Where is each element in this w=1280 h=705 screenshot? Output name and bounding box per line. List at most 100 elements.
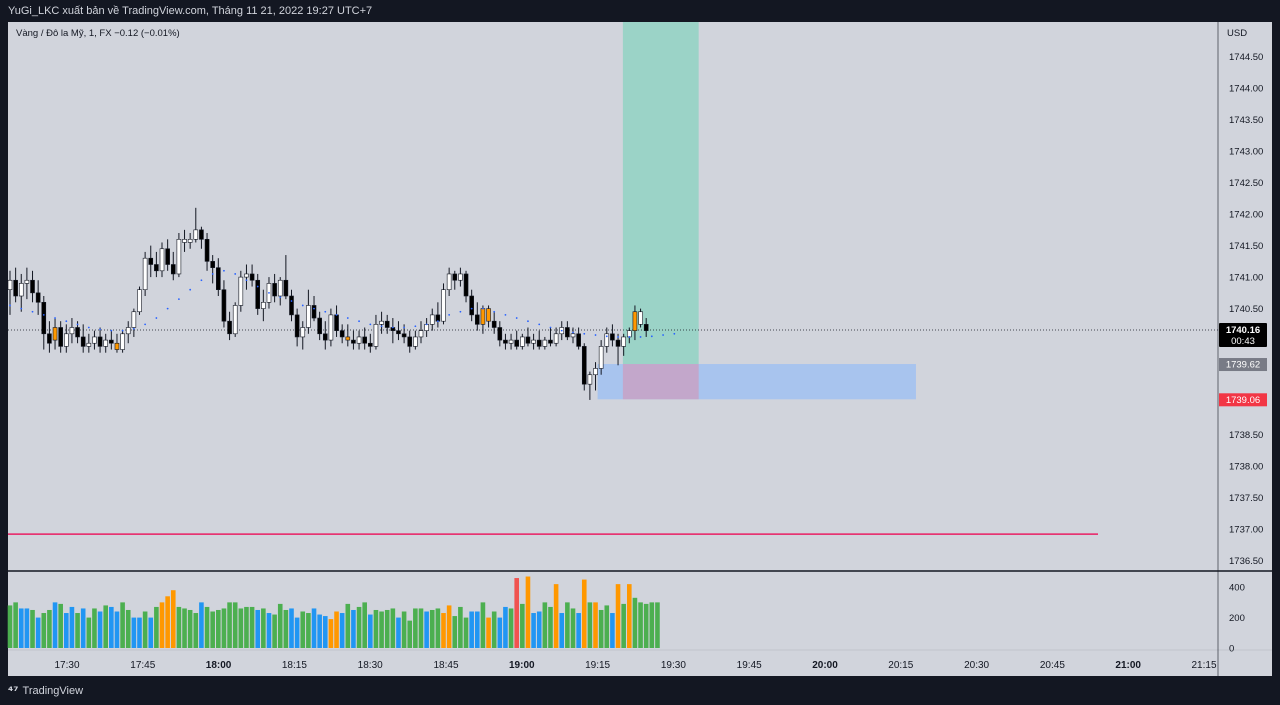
candle[interactable] <box>424 324 429 331</box>
volume-bar[interactable] <box>328 619 334 648</box>
candle[interactable] <box>193 229 199 240</box>
candle[interactable] <box>170 264 176 275</box>
candle[interactable] <box>334 314 339 331</box>
volume-bar[interactable] <box>142 611 148 649</box>
volume-bar[interactable] <box>154 606 159 648</box>
candle[interactable] <box>103 339 109 347</box>
volume-bar[interactable] <box>97 611 103 649</box>
candle[interactable] <box>553 333 559 344</box>
candle[interactable] <box>13 279 18 297</box>
volume-bar[interactable] <box>92 608 97 648</box>
candle[interactable] <box>261 301 266 309</box>
candle[interactable] <box>435 314 441 322</box>
volume-bar[interactable] <box>103 605 109 648</box>
volume-bar[interactable] <box>384 609 390 648</box>
volume-bar[interactable] <box>221 608 227 648</box>
volume-bar[interactable] <box>311 608 317 648</box>
candle[interactable] <box>469 295 474 316</box>
volume-bar[interactable] <box>249 606 255 648</box>
candle[interactable] <box>373 324 379 347</box>
candle[interactable] <box>581 346 587 385</box>
candle[interactable] <box>536 339 542 347</box>
volume-bar[interactable] <box>266 613 272 648</box>
volume-bar[interactable] <box>272 614 277 648</box>
volume-bar[interactable] <box>165 596 170 648</box>
candle[interactable] <box>520 336 525 347</box>
volume-bar[interactable] <box>480 602 486 648</box>
volume-bar[interactable] <box>351 609 356 648</box>
volume-bar[interactable] <box>47 609 52 648</box>
volume-bar[interactable] <box>24 608 30 648</box>
candle[interactable] <box>131 311 137 328</box>
volume-bar[interactable] <box>283 609 289 648</box>
volume-bar[interactable] <box>424 611 429 649</box>
candle[interactable] <box>47 333 52 344</box>
volume-bar[interactable] <box>581 579 587 648</box>
candle[interactable] <box>159 248 165 272</box>
candle[interactable] <box>587 374 593 385</box>
candle[interactable] <box>300 327 306 338</box>
candle[interactable] <box>503 339 508 344</box>
volume-bar[interactable] <box>137 617 142 648</box>
candle[interactable] <box>525 336 531 344</box>
candle[interactable] <box>255 279 261 309</box>
candle[interactable] <box>548 339 553 344</box>
volume-bar[interactable] <box>261 608 266 648</box>
candle[interactable] <box>565 327 570 338</box>
volume-bar[interactable] <box>536 611 542 649</box>
candle[interactable] <box>109 339 114 344</box>
target-zone[interactable] <box>622 22 699 365</box>
candle[interactable] <box>227 320 232 335</box>
candle[interactable] <box>497 327 503 341</box>
volume-bar[interactable] <box>69 606 75 648</box>
volume-bar[interactable] <box>525 576 531 648</box>
volume-bar[interactable] <box>255 609 261 648</box>
volume-bar[interactable] <box>232 602 238 648</box>
volume-bar[interactable] <box>204 606 210 648</box>
volume-bar[interactable] <box>109 606 114 648</box>
volume-bar[interactable] <box>289 608 294 648</box>
candle[interactable] <box>75 327 80 338</box>
volume-bar[interactable] <box>452 616 458 648</box>
candle[interactable] <box>508 339 514 344</box>
volume-bar[interactable] <box>474 611 480 649</box>
volume-bar[interactable] <box>413 608 418 648</box>
candle[interactable] <box>401 333 407 338</box>
volume-bar[interactable] <box>131 617 137 648</box>
candle[interactable] <box>187 239 193 243</box>
volume-bar[interactable] <box>638 602 643 648</box>
candle[interactable] <box>69 327 75 335</box>
volume-bar[interactable] <box>649 602 655 648</box>
volume-bar[interactable] <box>227 602 232 648</box>
candle[interactable] <box>294 314 300 338</box>
volume-bar[interactable] <box>80 608 86 648</box>
candle[interactable] <box>24 279 30 284</box>
volume-bar[interactable] <box>441 613 446 648</box>
candle[interactable] <box>137 289 142 313</box>
candle[interactable] <box>238 276 244 306</box>
candle[interactable] <box>491 320 497 328</box>
candle[interactable] <box>64 333 69 347</box>
volume-bar[interactable] <box>615 584 621 648</box>
volume-bar[interactable] <box>35 617 41 648</box>
volume-bar[interactable] <box>576 613 581 648</box>
candle[interactable] <box>41 301 47 335</box>
candle[interactable] <box>598 346 604 369</box>
candle[interactable] <box>142 257 148 291</box>
volume-bar[interactable] <box>339 613 345 648</box>
volume-bar[interactable] <box>379 611 384 649</box>
volume-bar[interactable] <box>176 606 182 648</box>
volume-bar[interactable] <box>170 590 176 648</box>
candle[interactable] <box>210 261 215 268</box>
candle[interactable] <box>446 273 452 291</box>
candle[interactable] <box>120 333 125 350</box>
volume-bar[interactable] <box>655 602 660 648</box>
volume-bar[interactable] <box>418 608 424 648</box>
candle[interactable] <box>615 339 621 347</box>
price-pane-bg[interactable] <box>8 22 1218 570</box>
candle[interactable] <box>289 295 294 316</box>
volume-bar[interactable] <box>64 613 69 648</box>
volume-bar[interactable] <box>643 603 649 648</box>
volume-bar[interactable] <box>593 602 598 648</box>
